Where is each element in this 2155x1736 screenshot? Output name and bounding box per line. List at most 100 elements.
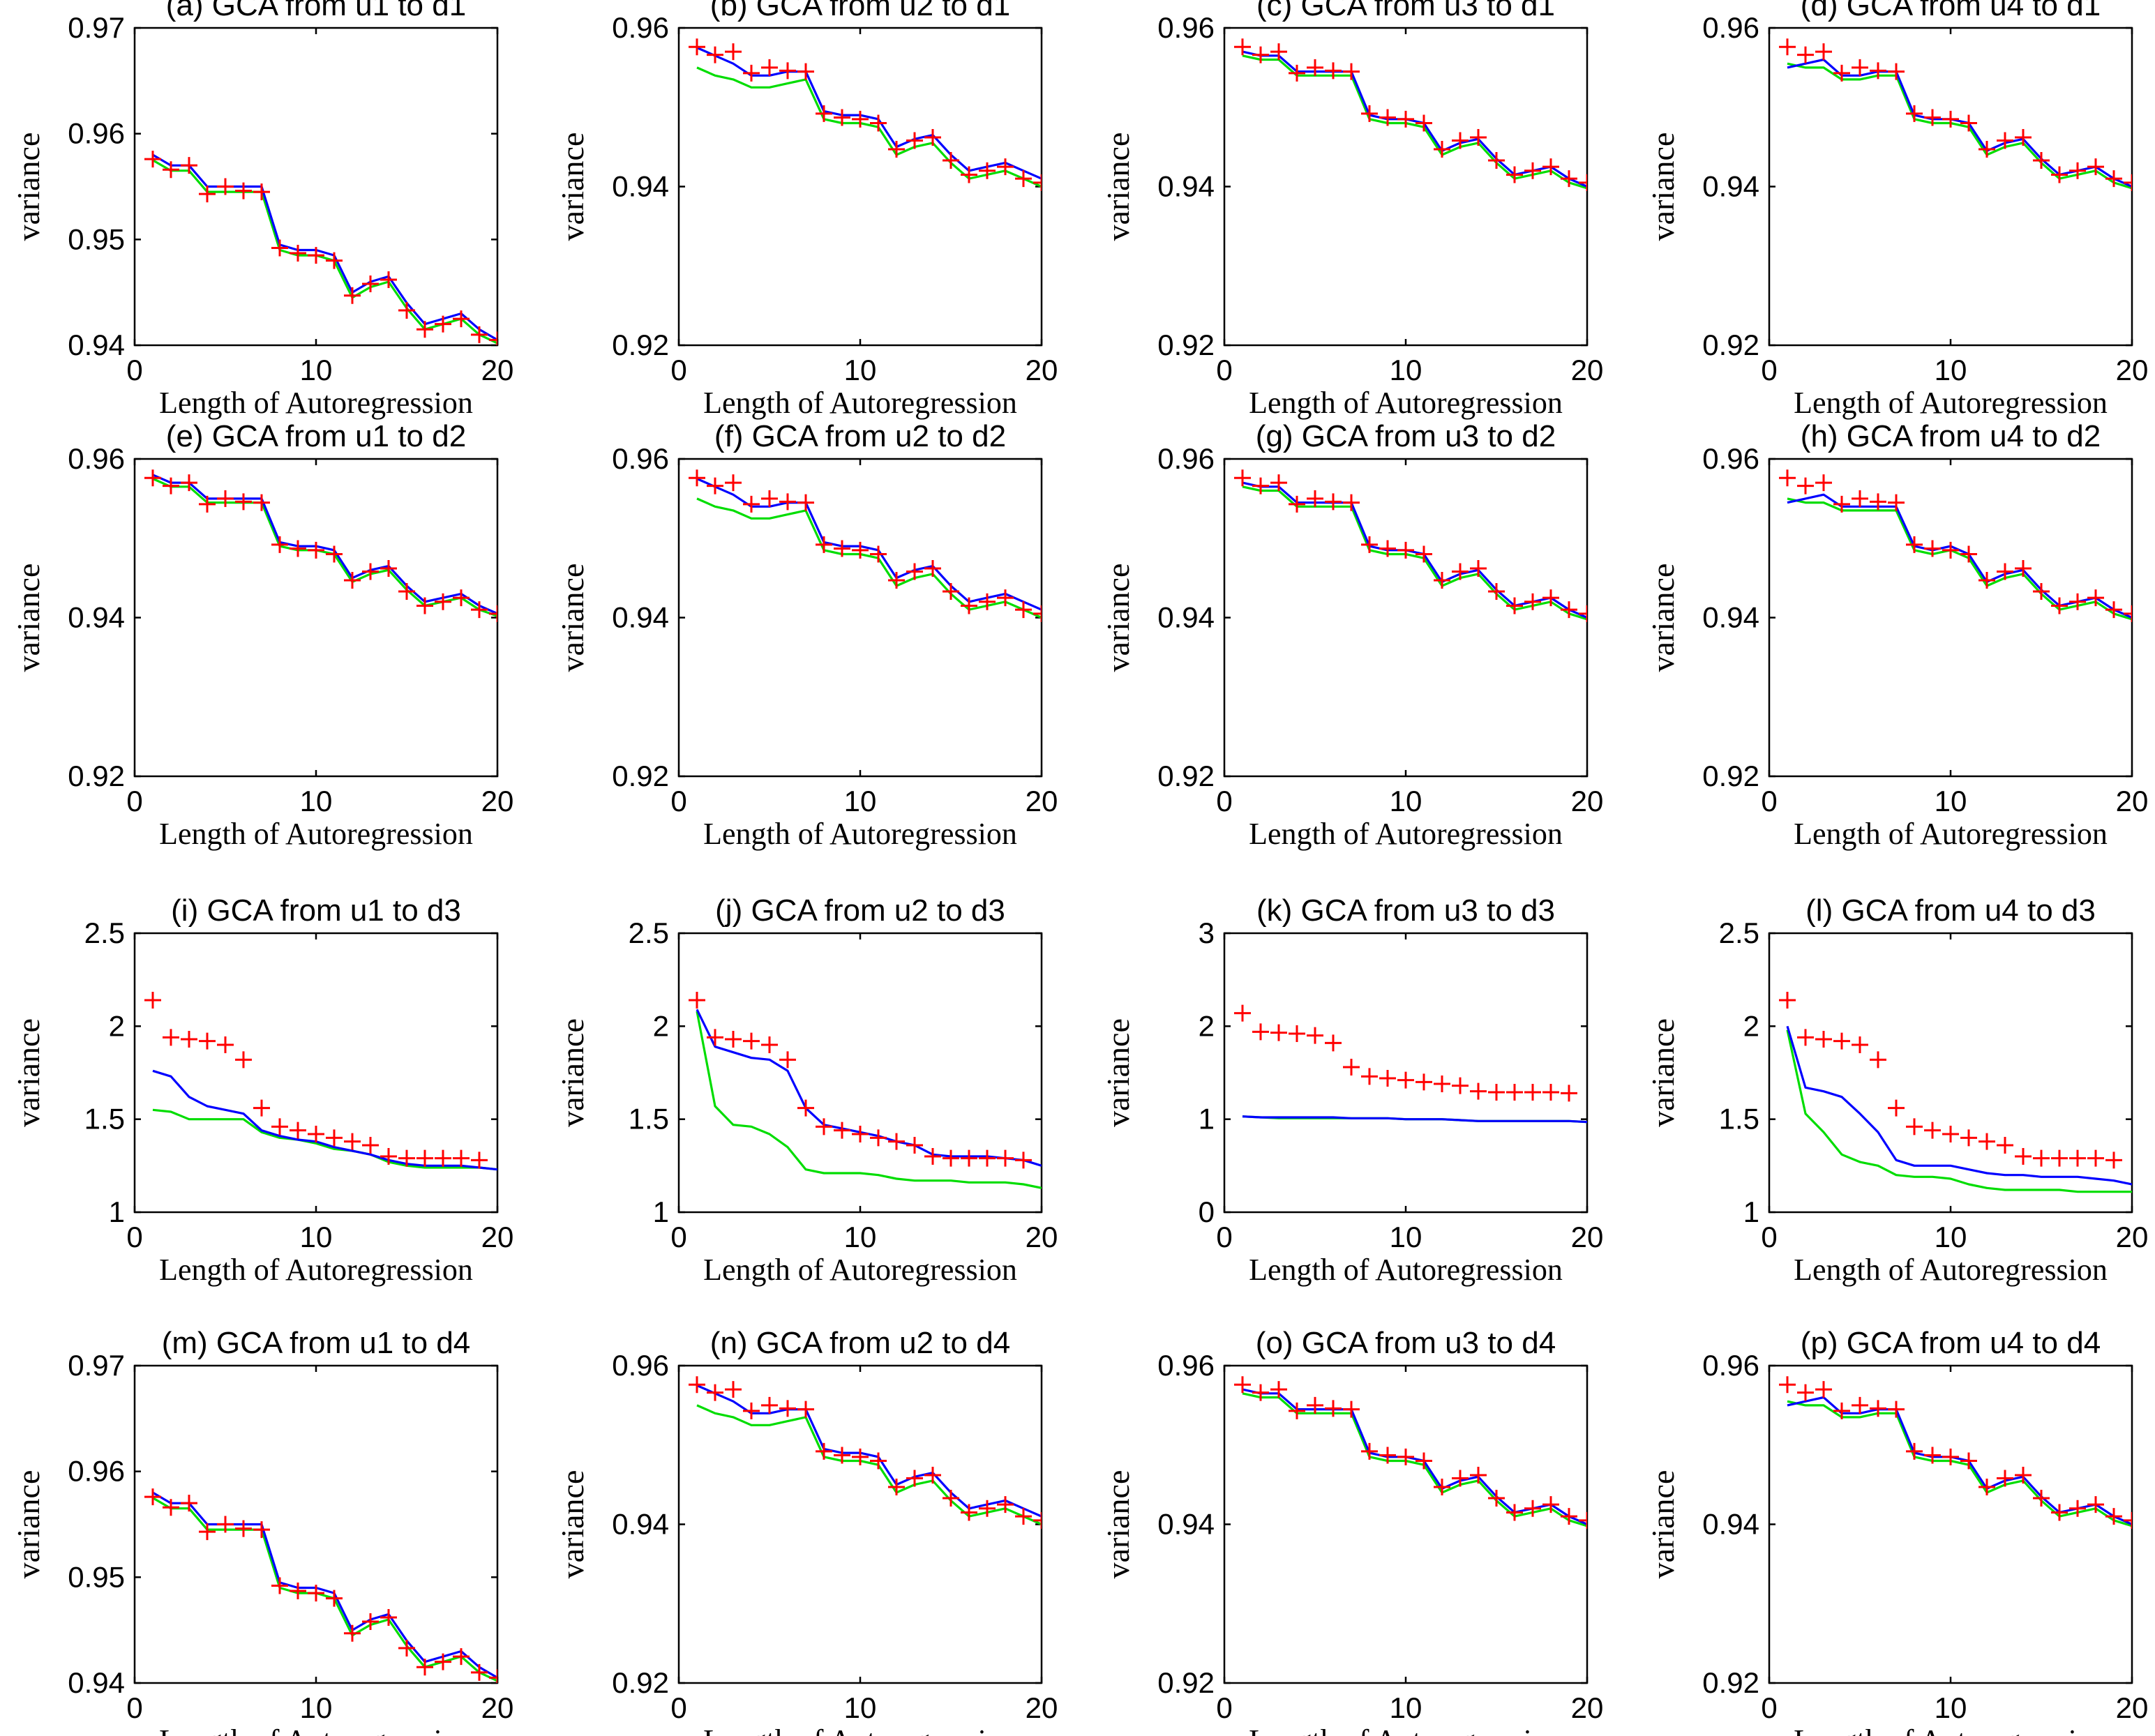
data-point: [2051, 166, 2068, 183]
data-point: [761, 59, 778, 76]
data-point: [1452, 1077, 1469, 1094]
data-point: [1234, 469, 1251, 487]
data-point: [888, 141, 905, 158]
y-axis-label: variance: [10, 133, 46, 241]
x-tick-label: 0: [1216, 1221, 1232, 1253]
data-point: [308, 541, 324, 559]
data-point: [290, 1583, 306, 1600]
plot-area: [144, 151, 497, 345]
y-tick-label: 0.96: [1702, 1349, 1759, 1382]
data-point: [906, 1470, 923, 1487]
series-line-green: [1242, 1392, 1587, 1527]
data-point: [1234, 1376, 1251, 1394]
data-point: [1488, 582, 1505, 600]
data-point: [743, 495, 760, 513]
data-point: [2087, 1149, 2104, 1167]
y-axis-label: variance: [10, 564, 46, 672]
data-point: [743, 64, 760, 82]
series-line-blue: [696, 477, 1042, 611]
series-line-green: [696, 1404, 1042, 1525]
x-tick-label: 20: [2116, 785, 2149, 817]
data-point: [689, 38, 705, 56]
series-line-blue: [152, 1491, 497, 1679]
data-point: [1797, 477, 1814, 495]
data-point: [163, 1499, 179, 1516]
data-point: [1797, 1384, 1814, 1401]
data-point: [489, 605, 497, 622]
data-point: [707, 46, 723, 63]
data-point: [1815, 474, 1832, 492]
data-point: [1506, 166, 1523, 183]
data-point: [1542, 158, 1559, 176]
data-point: [290, 245, 306, 262]
y-tick-label: 0.94: [68, 1666, 125, 1699]
data-point: [1542, 1084, 1559, 1101]
data-point: [689, 992, 705, 1009]
x-tick-label: 10: [1935, 785, 1967, 817]
data-point: [943, 1489, 959, 1507]
x-tick-label: 20: [481, 1221, 514, 1253]
data-point: [1289, 64, 1305, 82]
data-point: [2015, 559, 2032, 577]
x-tick-label: 10: [1390, 354, 1422, 386]
data-point: [453, 1648, 470, 1666]
data-point: [816, 105, 832, 122]
data-point: [1870, 1051, 1886, 1069]
data-point: [2069, 593, 2086, 610]
data-point: [1561, 1085, 1577, 1102]
subplot-title: (j) GCA from u2 to d3: [715, 893, 1005, 928]
data-point: [1434, 1479, 1450, 1496]
data-point: [779, 62, 796, 80]
x-tick-label: 20: [1026, 785, 1058, 817]
data-point: [471, 1152, 488, 1169]
plot-area: [1779, 38, 2132, 191]
data-point: [1397, 1448, 1414, 1465]
y-axis-label: variance: [555, 1470, 590, 1579]
x-axis-label: Length of Autoregression: [1794, 1723, 2108, 1736]
data-point: [217, 1516, 234, 1533]
x-tick-label: 20: [1571, 354, 1604, 386]
data-point: [380, 1608, 397, 1626]
data-point: [797, 1099, 814, 1117]
data-point: [2105, 601, 2122, 619]
y-tick-label: 0.92: [612, 329, 669, 361]
data-point: [1524, 593, 1541, 610]
x-tick-label: 0: [1761, 1691, 1777, 1724]
data-point: [2105, 1508, 2122, 1525]
data-point: [1833, 1032, 1850, 1050]
data-point: [2105, 1152, 2122, 1169]
data-point: [1524, 1500, 1541, 1517]
series-line-green: [1787, 1400, 2132, 1527]
data-point: [1960, 545, 1977, 563]
data-point: [943, 151, 959, 169]
y-tick-label: 3: [1199, 916, 1215, 949]
data-point: [888, 572, 905, 589]
y-tick-label: 0.92: [612, 1666, 669, 1699]
subplot-title: (f) GCA from u2 to d2: [714, 419, 1006, 453]
axes-frame: [677, 932, 1043, 1214]
data-point: [1397, 541, 1414, 559]
data-point: [217, 490, 234, 507]
axes-frame: [1223, 1364, 1589, 1684]
subplot-title: (k) GCA from u3 to d3: [1256, 893, 1555, 928]
y-tick-label: 0.94: [68, 329, 125, 361]
x-axis-label: Length of Autoregression: [703, 386, 1017, 420]
y-tick-label: 1.5: [629, 1103, 669, 1135]
data-point: [1325, 1400, 1342, 1417]
data-point: [1960, 1129, 1977, 1147]
y-tick-label: 0.92: [1157, 760, 1215, 792]
y-axis-label: variance: [1100, 564, 1136, 672]
series-line-green: [1242, 54, 1587, 190]
data-point: [797, 1401, 814, 1418]
y-tick-label: 0.94: [612, 1508, 669, 1541]
data-point: [870, 545, 887, 563]
subplot-i: (i) GCA from u1 to d3 0 10 20 1 1.5 2 2.5 Length…: [10, 893, 513, 1287]
data-point: [707, 477, 723, 495]
subplot-title: (h) GCA from u4 to d2: [1801, 419, 2101, 453]
data-point: [1343, 63, 1360, 80]
data-point: [217, 1036, 234, 1053]
x-tick-label: 10: [1390, 785, 1422, 817]
data-point: [344, 1624, 361, 1642]
y-tick-label: 0.95: [68, 222, 125, 255]
subplot-title: (c) GCA from u3 to d1: [1256, 0, 1555, 22]
